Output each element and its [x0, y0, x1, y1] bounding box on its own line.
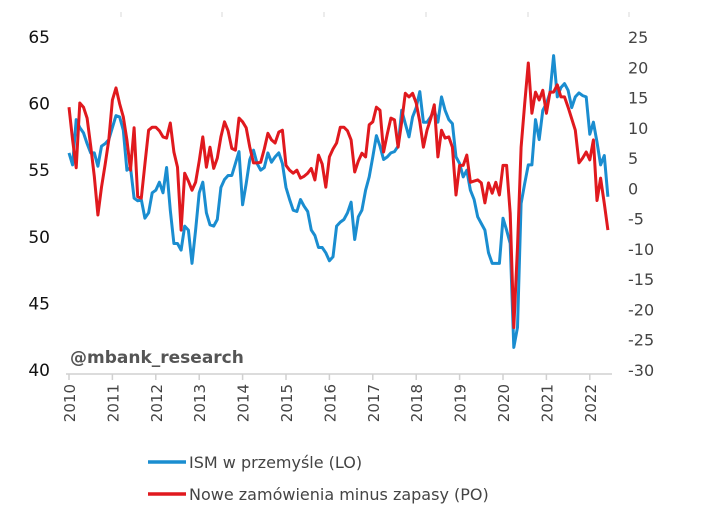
x-axis-tick-label: 2018 [408, 384, 426, 422]
right-axis-tick-label: -15 [628, 270, 654, 289]
x-axis-tick-label: 2011 [104, 384, 122, 422]
x-axis-tick-label: 2021 [538, 384, 556, 422]
left-axis: 40 45 50 55 60 65 [28, 28, 50, 381]
left-axis-tick-label: 45 [28, 294, 50, 314]
left-axis-tick-label: 65 [28, 28, 50, 48]
right-axis-tick-label: 10 [628, 119, 648, 138]
x-axis-tick-label: 2016 [321, 384, 339, 422]
x-axis-tick-label: 2010 [61, 384, 79, 422]
legend-label-ism: ISM w przemyśle (LO) [189, 453, 362, 472]
right-axis: -30 -25 -20 -15 -10 -5 0 5 10 15 20 25 [628, 28, 654, 380]
x-axis-tick-label: 2012 [148, 384, 166, 422]
legend-item-orders-minus-inventories: Nowe zamówienia minus zapasy (PO) [148, 485, 489, 504]
left-axis-tick-label: 40 [28, 361, 50, 381]
x-axis-tick-label: 2020 [495, 384, 513, 422]
legend-label-orders-minus-inventories: Nowe zamówienia minus zapasy (PO) [189, 485, 489, 504]
right-axis-tick-label: 15 [628, 89, 648, 108]
left-axis-tick-label: 50 [28, 228, 50, 248]
right-axis-tick-label: -10 [628, 240, 654, 259]
legend: ISM w przemyśle (LO) Nowe zamówienia min… [148, 453, 489, 504]
x-axis-tick-label: 2013 [191, 384, 209, 422]
right-axis-tick-label: 20 [628, 58, 648, 77]
right-axis-tick-label: 0 [628, 179, 638, 198]
right-axis-tick-label: 5 [628, 149, 638, 168]
right-axis-tick-label: -25 [628, 331, 654, 350]
series-line-ism [67, 54, 610, 349]
left-axis-tick-label: 60 [28, 95, 50, 115]
x-axis-tick-label: 2017 [365, 384, 383, 422]
x-axis-tick-label: 2019 [452, 384, 470, 422]
series-line-orders-minus-inventories [67, 61, 610, 330]
right-axis-tick-label: -30 [628, 361, 654, 380]
right-axis-tick-label: -5 [628, 210, 644, 229]
series-lines [67, 54, 610, 349]
right-axis-tick-label: 25 [628, 28, 648, 47]
right-axis-tick-label: -20 [628, 300, 654, 319]
x-axis-tick-label: 2022 [582, 384, 600, 422]
x-axis-tick-label: 2014 [235, 384, 253, 422]
top-tick-marks [120, 12, 630, 17]
left-axis-tick-label: 55 [28, 161, 50, 181]
x-axis: 2010 2011 2012 2013 2014 2015 2016 2017 2018 2019… [61, 374, 600, 422]
legend-item-ism: ISM w przemyśle (LO) [148, 453, 362, 472]
x-axis-tick-label: 2015 [278, 384, 296, 422]
watermark: @mbank_research [70, 348, 244, 368]
